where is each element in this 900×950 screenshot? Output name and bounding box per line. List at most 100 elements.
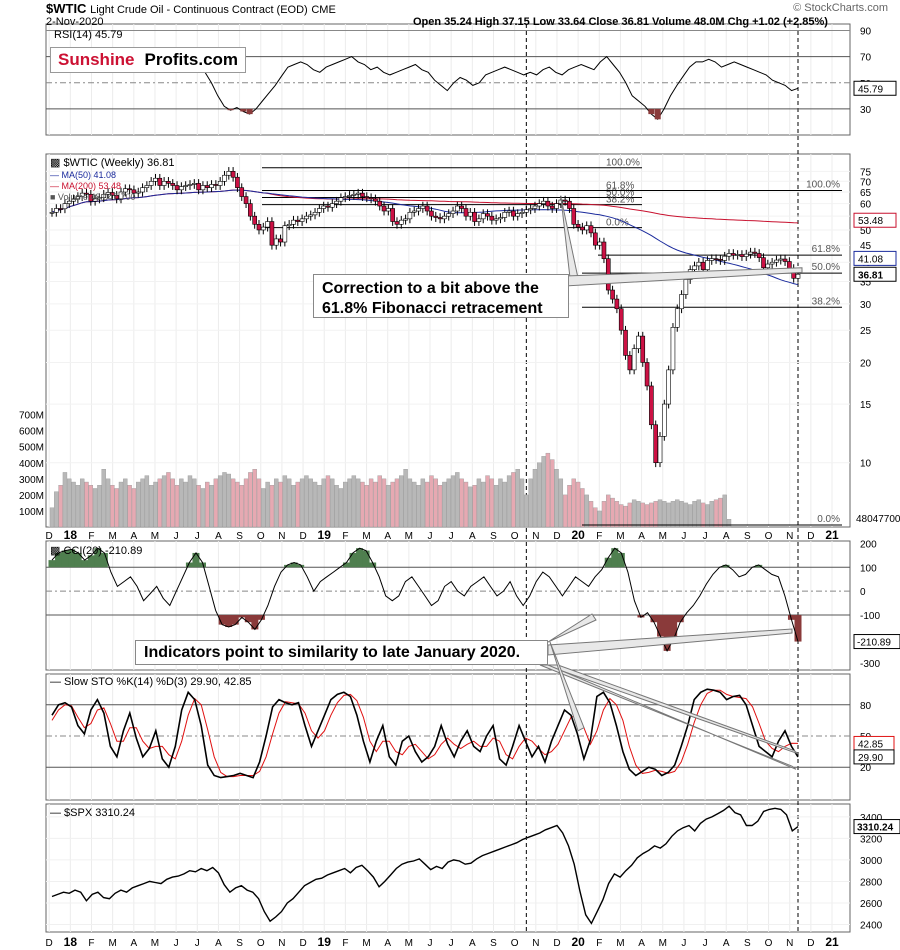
volume-y-tick: 100M (19, 507, 44, 518)
price-last-box-value: 36.81 (858, 270, 883, 281)
cci-negative-fill (231, 615, 239, 625)
volume-bar (705, 504, 710, 528)
candle-up (265, 221, 270, 228)
volume-bar (131, 488, 137, 528)
volume-bar (606, 494, 611, 528)
cci-last-box (853, 634, 900, 650)
candle-down (381, 205, 387, 212)
panel-frame-rsi (45, 23, 851, 136)
sto-legend: — Slow STO %K(14) %D(3) 29.90, 42.85 (50, 676, 252, 688)
candle-down (511, 210, 516, 217)
x-tick-label: F (342, 531, 348, 542)
candle-down (700, 261, 706, 270)
candle-up (183, 185, 188, 187)
candle-up (123, 188, 128, 193)
candle-up (222, 174, 227, 182)
x-tick-label: F (88, 531, 94, 542)
x-tick-label: A (215, 531, 222, 542)
volume-bar (123, 478, 128, 528)
volume-bar (455, 472, 460, 528)
candle-down (256, 223, 262, 231)
volume-bar (248, 472, 253, 528)
candle-up (442, 215, 447, 220)
volume-bar (649, 502, 654, 528)
price-y-tick: 75 (860, 167, 872, 178)
cci-negative-fill (650, 615, 658, 623)
volume-bar (601, 501, 607, 528)
cci-positive-fill (284, 564, 292, 568)
candle-up (217, 181, 223, 186)
cci-negative-fill (670, 615, 678, 639)
candle-down (562, 199, 568, 202)
candle-up (416, 208, 421, 212)
volume-bar (97, 485, 102, 528)
volume-bar (243, 478, 249, 528)
candle-down (627, 355, 633, 371)
volume-bar (105, 478, 111, 528)
volume-bar (118, 481, 124, 528)
volume-bar (304, 475, 309, 528)
candle-up (282, 225, 288, 243)
candle-up (636, 335, 641, 349)
cci-positive-fill (297, 564, 305, 568)
cci-y-tick: -300 (860, 659, 880, 670)
candle-up (97, 197, 102, 200)
volume-bar (343, 481, 348, 528)
candle-down (213, 184, 219, 186)
indicator-note: Indicators point to similarity to late J… (135, 640, 548, 665)
x-tick-label: O (511, 938, 519, 949)
candle-down (166, 181, 171, 184)
cci-negative-fill (257, 615, 265, 620)
candle-up (683, 279, 689, 295)
cci-negative-fill (218, 615, 226, 625)
fib-note-line1: Correction to a bit above the (322, 280, 539, 297)
volume-bar (317, 485, 322, 528)
panel-frame-price (45, 153, 851, 528)
volume-bar (463, 481, 469, 528)
x-tick-label: D (553, 531, 560, 542)
volume-bar (312, 481, 318, 528)
rsi-legend: RSI(14) 45.79 (54, 29, 122, 41)
volume-bar (679, 501, 684, 528)
volume-bar (640, 502, 645, 528)
x-tick-label: A (215, 938, 222, 949)
cci-y-tick: 200 (860, 539, 877, 550)
volume-bar (511, 472, 516, 528)
volume-bar (472, 485, 477, 528)
candle-up (161, 181, 167, 186)
candle-up (631, 348, 637, 371)
cci-positive-fill (290, 562, 298, 568)
volume-bar (610, 497, 615, 528)
volume-bar (416, 485, 421, 528)
candle-down (580, 226, 585, 231)
candle-up (709, 258, 715, 261)
spx-y-tick: 3200 (860, 834, 883, 845)
price-y-tick: 25 (860, 326, 872, 337)
volume-bar (226, 473, 231, 528)
candle-down (756, 253, 762, 258)
cci-positive-fill (611, 548, 619, 568)
cci-y-tick: 100 (860, 563, 877, 574)
volume-bar (554, 469, 559, 528)
candle-up (502, 211, 508, 218)
volume-bar (623, 505, 628, 528)
candle-down (196, 183, 201, 191)
volume-y-tick: 400M (19, 459, 44, 470)
x-tick-label: A (723, 938, 730, 949)
candle-down (243, 196, 249, 204)
x-tick-label: M (108, 938, 116, 949)
volume-bar (166, 472, 171, 528)
rsi-oversold-fill (227, 108, 234, 111)
x-tick-label: O (257, 531, 265, 542)
candle-up (321, 205, 326, 209)
candle-up (554, 203, 559, 209)
x-tick-label: F (88, 938, 94, 949)
volume-bar (666, 502, 671, 528)
fib-label-left: 100.0% (606, 158, 640, 169)
volume-bar (92, 488, 98, 528)
volume-y-tick: 200M (19, 491, 44, 502)
x-tick-label: A (384, 531, 391, 542)
volume-bar (575, 481, 581, 528)
candle-up (317, 208, 322, 213)
